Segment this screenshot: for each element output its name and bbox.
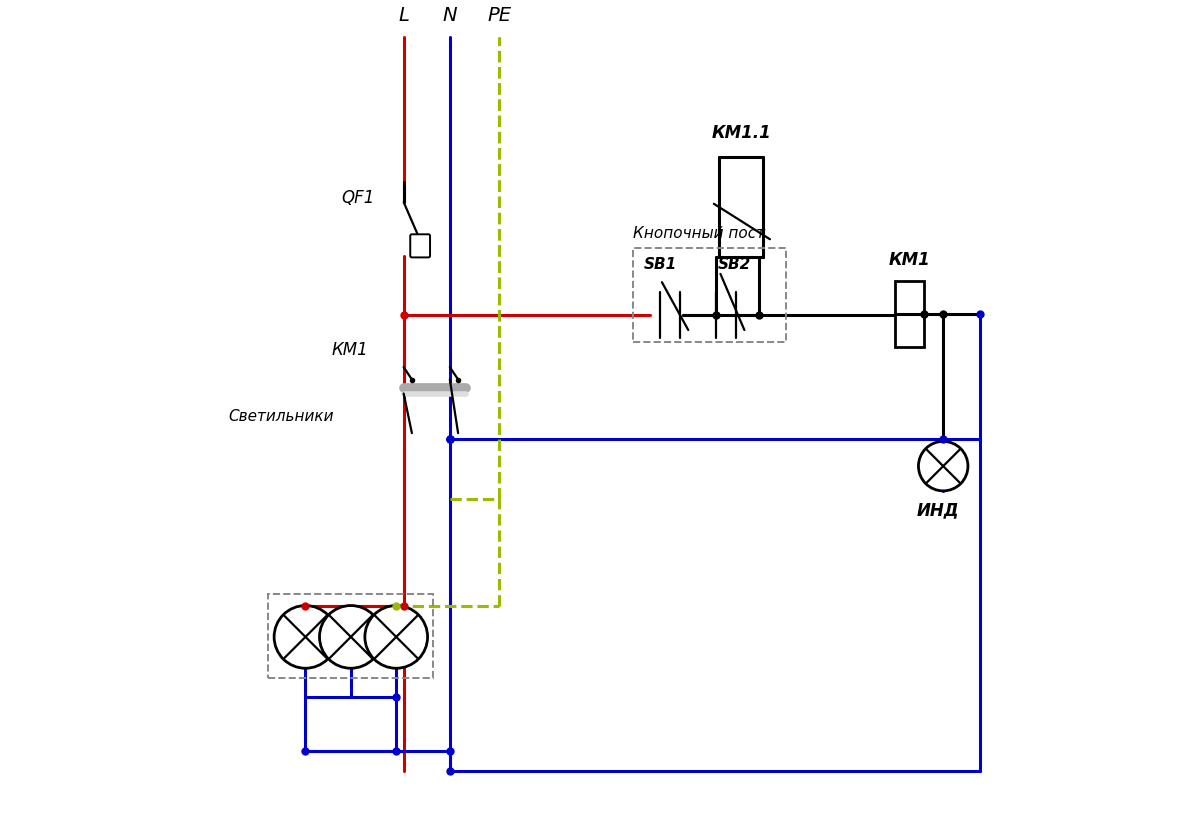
Bar [268,594,432,678]
Text: QF1: QF1 [342,189,374,207]
Circle shape [319,606,383,668]
Circle shape [918,441,968,491]
Bar [634,248,786,342]
Circle shape [365,606,427,668]
Text: L: L [398,6,409,25]
Text: Кнопочный пост: Кнопочный пост [634,226,766,241]
Text: Светильники: Светильники [229,409,335,424]
Text: SB1: SB1 [643,257,677,272]
Text: КМ1.1: КМ1.1 [712,124,770,142]
Text: SB2: SB2 [718,257,751,272]
Bar [894,280,924,346]
Text: N: N [443,6,457,25]
Text: КМ1: КМ1 [331,341,368,359]
Text: PE: PE [487,6,511,25]
Text: КМ1: КМ1 [888,251,930,269]
FancyBboxPatch shape [410,234,430,257]
Text: ИНД: ИНД [917,501,960,519]
Circle shape [274,606,337,668]
